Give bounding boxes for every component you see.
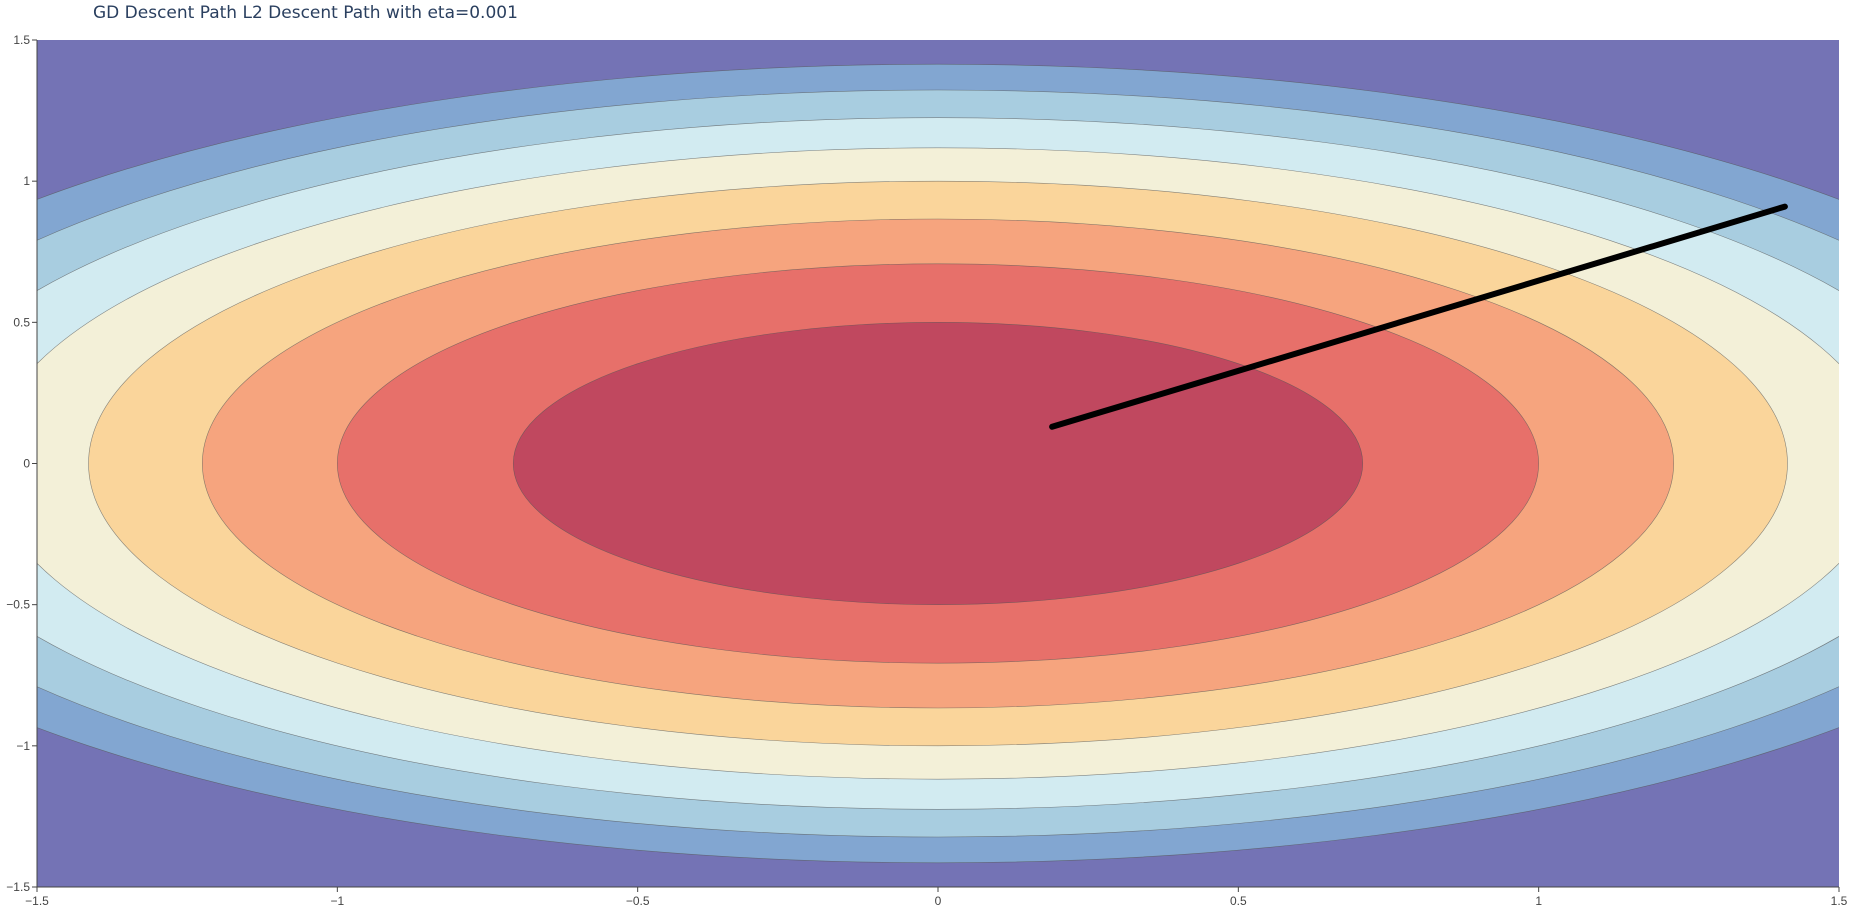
y-tick-label: −1.5: [6, 880, 30, 894]
contour-fill: [37, 40, 1839, 887]
descent-path-line-0: [1049, 203, 1788, 430]
y-tick-label: 0: [23, 457, 30, 471]
x-tick-label: −0.5: [626, 894, 650, 908]
y-tick-label: 1: [23, 174, 30, 188]
x-tick-label: −1.5: [25, 894, 49, 908]
y-tick-label: −1: [16, 739, 30, 753]
y-tick-label: 1.5: [13, 33, 30, 47]
x-tick-label: 0: [935, 894, 942, 908]
x-tick-label: 1: [1535, 894, 1542, 908]
y-tick-label: 0.5: [13, 315, 30, 329]
contour-level-0.5: [512, 322, 1364, 605]
x-tick-label: 0.5: [1230, 894, 1247, 908]
y-tick-label: −0.5: [6, 598, 30, 612]
chart-title: GD Descent Path L2 Descent Path with eta…: [93, 3, 518, 23]
axes: −1.5 −1 −0.5 0 0.5 1 1.5 −1.5 −1 −0.5 0 0.5 1 1.5: [6, 33, 1847, 908]
x-tick-label: −1: [330, 894, 344, 908]
descent-path: [1049, 203, 1788, 430]
x-tick-label: 1.5: [1831, 894, 1848, 908]
